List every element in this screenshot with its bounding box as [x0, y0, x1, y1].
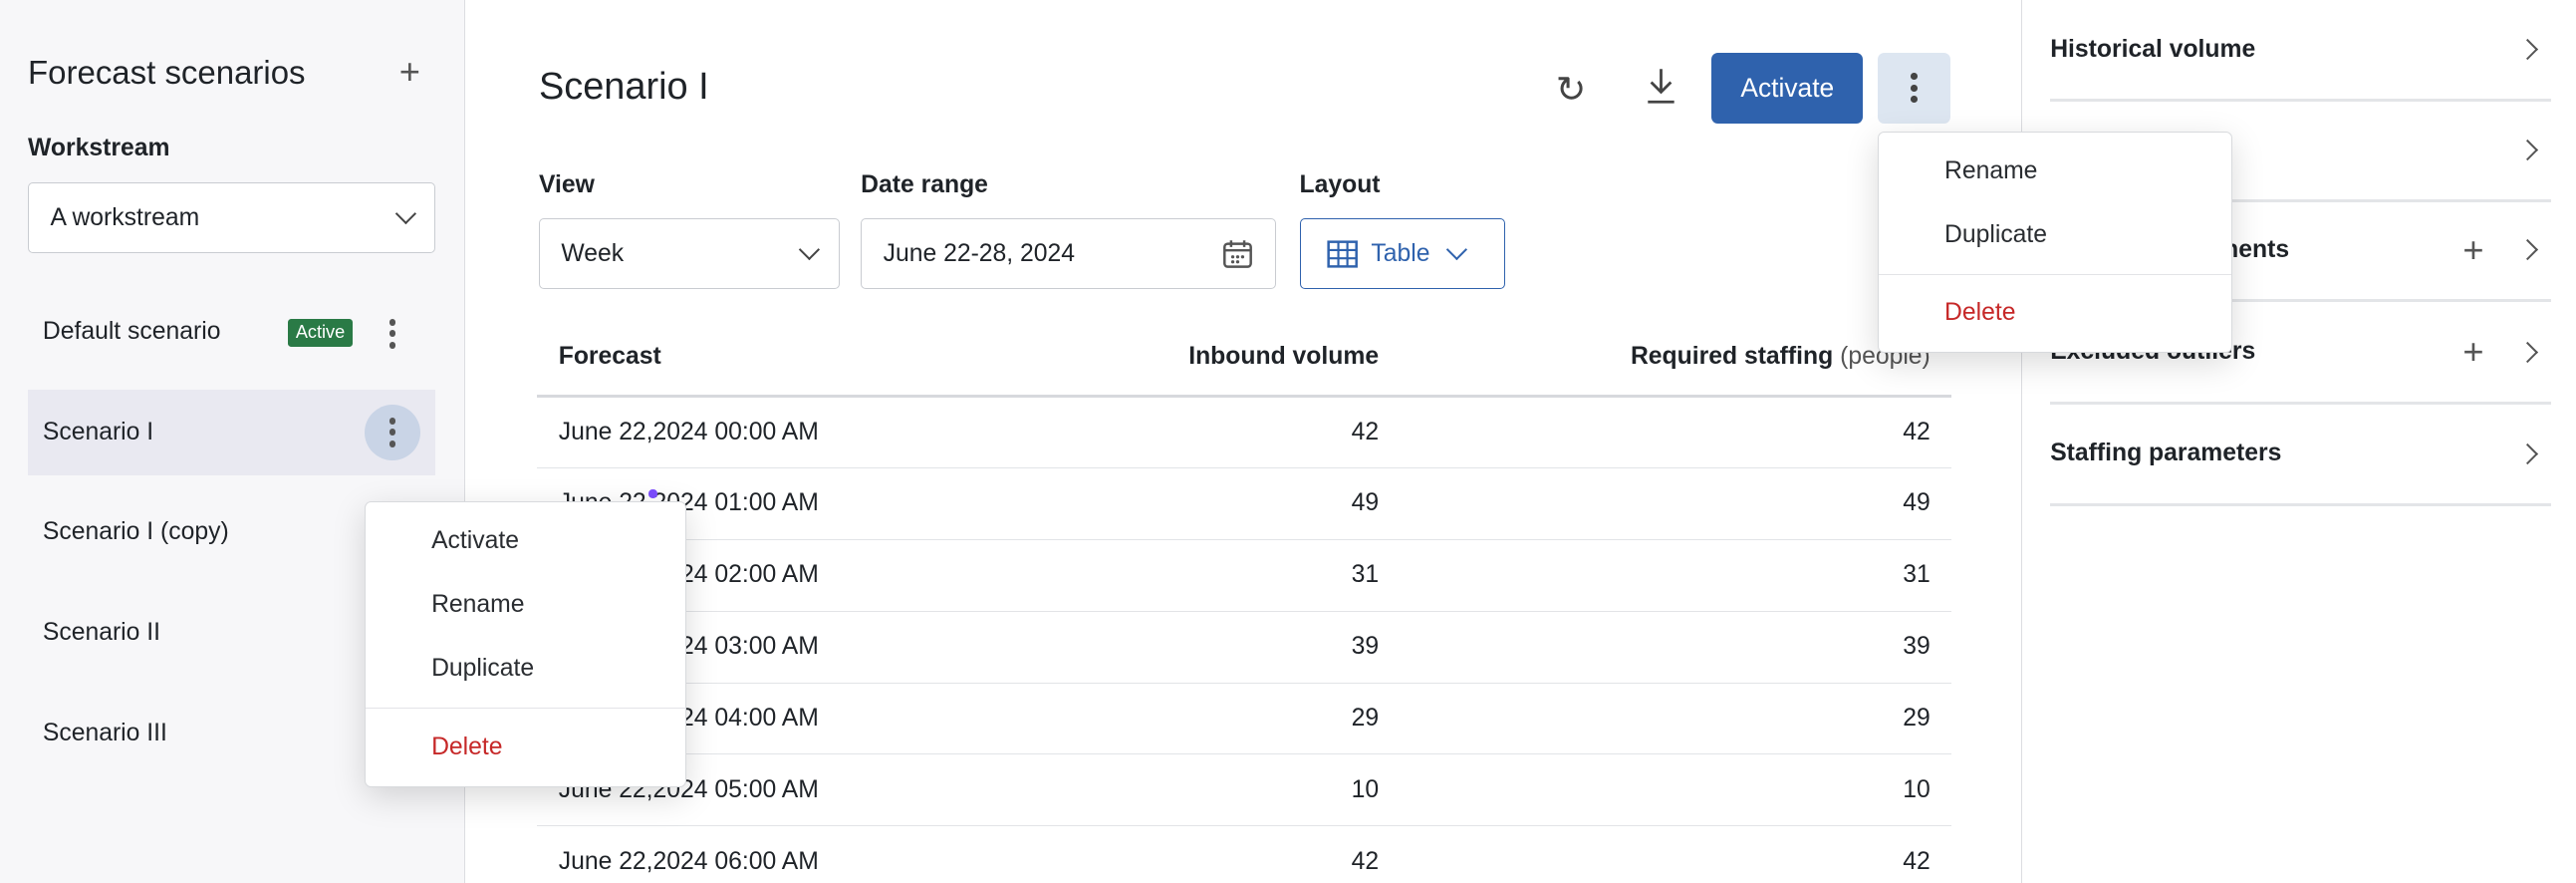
add-scenario-icon[interactable]: + — [398, 51, 420, 93]
download-icon[interactable] — [1645, 66, 1677, 106]
workstream-select[interactable]: A workstream — [28, 182, 436, 253]
table-row: June 22,2024 05:00 AM 10 10 — [537, 753, 1952, 827]
date-range-value: June 22-28, 2024 — [883, 239, 1076, 267]
view-select[interactable]: Week — [538, 218, 840, 290]
column-header-staffing[interactable]: Required staffing (people) — [1400, 318, 1952, 398]
menu-item-rename[interactable]: Rename — [1943, 156, 2038, 184]
scenario-name: Scenario II — [42, 618, 161, 646]
refresh-icon[interactable]: ↻ — [1555, 68, 1587, 110]
more-vertical-icon[interactable] — [365, 306, 420, 362]
table-row: June 22,2024 00:00 AM 42 42 — [537, 396, 1952, 468]
layout-value: Table — [1371, 239, 1430, 267]
inbound-volume-cell: 42 — [1025, 825, 1401, 883]
inbound-volume-cell: 10 — [1025, 753, 1401, 827]
staffing-label: Required staffing — [1630, 342, 1834, 370]
column-header-inbound[interactable]: Inbound volume — [1025, 318, 1401, 398]
scenario-name: Default scenario — [42, 318, 221, 346]
panel-staffing-parameters[interactable]: Staffing parameters — [2050, 405, 2552, 506]
date-range-label: Date range — [861, 170, 988, 198]
divider — [2020, 0, 2023, 883]
table-row: June 22,2024 04:00 AM 29 29 — [537, 683, 1952, 755]
inbound-volume-cell: 29 — [1025, 683, 1401, 755]
scenario-item[interactable]: Scenario II — [28, 590, 435, 676]
chevron-right-icon — [2516, 139, 2538, 160]
scenario-item[interactable]: Scenario III — [28, 691, 435, 776]
page-title: Scenario I — [538, 65, 709, 108]
panel-label: Historical volume — [2050, 35, 2256, 63]
table-row: June 22,2024 03:00 AM 39 39 — [537, 611, 1952, 684]
menu-item-rename[interactable]: Rename — [431, 591, 525, 619]
chevron-down-icon — [1446, 239, 1468, 261]
inbound-volume-cell: 42 — [1025, 396, 1401, 468]
more-actions-button[interactable] — [1878, 52, 1950, 124]
view-label: View — [538, 170, 595, 198]
scenario-name: Scenario I — [42, 418, 154, 445]
scenario-context-menu: Activate Rename Duplicate Delete — [365, 501, 687, 787]
inbound-volume-cell: 31 — [1025, 539, 1401, 612]
scenario-name: Scenario III — [42, 719, 167, 746]
forecast-time-cell: June 22,2024 06:00 AM — [537, 825, 1025, 883]
chevron-right-icon — [2516, 442, 2538, 464]
date-range-input[interactable]: June 22-28, 2024 — [861, 218, 1277, 290]
cursor-dot — [648, 489, 657, 498]
chevron-down-icon — [394, 202, 416, 224]
add-icon[interactable]: + — [2462, 331, 2484, 373]
view-value: Week — [561, 239, 625, 267]
scenario-name: Scenario I (copy) — [42, 518, 229, 546]
required-staffing-cell: 31 — [1400, 539, 1952, 612]
required-staffing-cell: 49 — [1400, 467, 1952, 540]
calendar-icon[interactable] — [1221, 237, 1254, 270]
forecast-table: Forecast Inbound volume Required staffin… — [537, 318, 1952, 883]
panel-label: Staffing parameters — [2050, 440, 2282, 467]
table-row: June 22,2024 06:00 AM 42 42 — [537, 825, 1952, 883]
inbound-volume-cell: 49 — [1025, 467, 1401, 540]
panel-item[interactable] — [2050, 101, 2552, 202]
workstream-value: A workstream — [50, 203, 200, 231]
menu-item-duplicate[interactable]: Duplicate — [431, 655, 535, 683]
more-vertical-icon[interactable] — [365, 404, 421, 460]
layout-label: Layout — [1299, 170, 1381, 198]
panel-historical-volume[interactable]: Historical volume — [2050, 0, 2552, 103]
chevron-right-icon — [2516, 39, 2538, 61]
required-staffing-cell: 42 — [1400, 825, 1952, 883]
add-icon[interactable]: + — [2462, 228, 2484, 270]
chevron-down-icon — [799, 239, 821, 261]
active-badge: Active — [287, 318, 354, 347]
table-row: June 22,2024 01:00 AM 49 49 — [537, 467, 1952, 540]
forecast-time-cell: June 22,2024 00:00 AM — [537, 396, 1025, 468]
activate-button[interactable]: Activate — [1711, 52, 1864, 124]
chevron-right-icon — [2516, 341, 2538, 363]
menu-separator — [366, 708, 686, 709]
menu-separator — [1879, 273, 2232, 275]
menu-item-activate[interactable]: Activate — [431, 526, 519, 554]
required-staffing-cell: 39 — [1400, 611, 1952, 684]
menu-item-delete[interactable]: Delete — [431, 733, 503, 760]
layout-select[interactable]: Table — [1299, 218, 1505, 290]
workstream-label: Workstream — [28, 135, 170, 162]
required-staffing-cell: 10 — [1400, 753, 1952, 827]
scenario-actions-menu: Rename Duplicate Delete — [1878, 131, 2233, 354]
required-staffing-cell: 42 — [1400, 396, 1952, 468]
menu-item-duplicate[interactable]: Duplicate — [1943, 220, 2048, 248]
table-row: June 22,2024 02:00 AM 31 31 — [537, 539, 1952, 612]
menu-item-delete[interactable]: Delete — [1943, 299, 2016, 327]
inbound-volume-cell: 39 — [1025, 611, 1401, 684]
required-staffing-cell: 29 — [1400, 683, 1952, 755]
column-header-forecast[interactable]: Forecast — [537, 318, 1025, 398]
chevron-right-icon — [2516, 239, 2538, 261]
sidebar: Forecast scenarios + Workstream A workst… — [0, 0, 465, 883]
scenario-item-default[interactable]: Default scenario — [28, 289, 435, 375]
sidebar-title: Forecast scenarios — [28, 54, 306, 92]
table-icon — [1327, 240, 1358, 268]
scenario-item[interactable]: Scenario I (copy) — [28, 489, 435, 575]
